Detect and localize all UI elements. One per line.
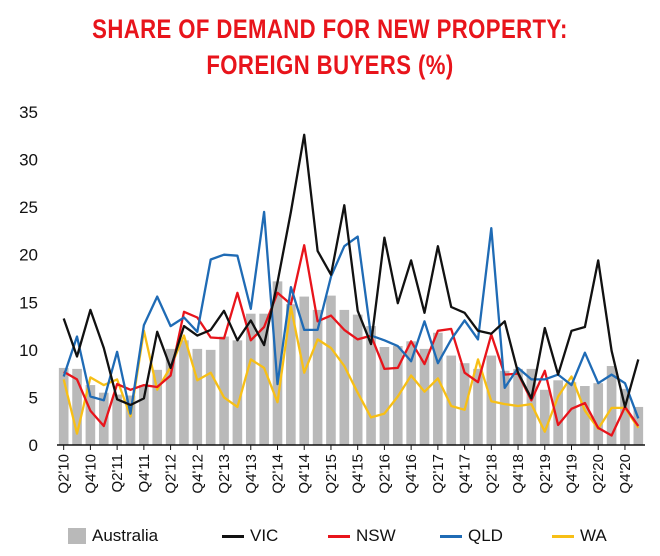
x-tick-label: Q2'11 [109,454,126,492]
bar-australia-q4-20 [620,388,630,445]
y-tick-label: 10 [19,341,38,360]
bar-australia-q2-13 [219,336,229,445]
legend-swatch-qld [440,534,462,538]
bar-australia-q4-16 [406,341,416,445]
x-tick-label: Q4'14 [296,454,313,494]
bar-australia-q3-11 [125,395,136,445]
legend-label-australia: Australia [92,526,159,545]
y-tick-label: 30 [19,151,38,170]
x-tick-label: Q4'15 [350,454,367,494]
bar-australia-q1-14 [259,313,269,445]
bar-australia-q1-18 [473,368,483,445]
chart-subtitle: FOREIGN BUYERS (%) [206,50,454,80]
bar-australia-q2-15 [326,295,336,445]
bar-australia-q1-13 [205,349,216,445]
legend-label-qld: QLD [468,526,503,545]
x-tick-label: Q2'19 [537,454,554,494]
bar-australia-q4-11 [139,385,149,445]
bar-australia-q4-12 [192,348,203,445]
chart-area: 0 5 10 15 20 25 30 35 Q2'10 Q4'10 Q2'11 Q4'11 Q2'12… [19,103,645,494]
bar-australia-q4-17 [459,363,470,445]
y-tick-label: 35 [19,103,38,122]
bar-australia-q2-12 [165,348,176,445]
bar-australia-q2-16 [379,347,390,445]
x-tick-label: Q4'17 [457,454,474,494]
x-tick-label: Q4'19 [564,454,581,494]
x-tick-label: Q4'10 [82,454,99,494]
x-tick-label: Q2'15 [323,454,340,494]
legend-item-australia: Australia [68,526,158,546]
legend-label-nsw: NSW [356,526,396,545]
x-tick-label: Q2'20 [590,454,607,494]
legend-swatch-wa [552,534,574,538]
chart-title: SHARE OF DEMAND FOR NEW PROPERTY: [92,14,568,44]
bar-australia-q2-11 [112,394,122,445]
x-tick-label: Q2'14 [270,454,287,494]
bar-australia-q3-18 [499,370,510,445]
bar-australia-q1-20 [580,386,590,445]
bar-australia-q1-12 [152,369,163,445]
bar-australia-q3-19 [553,380,563,445]
x-tick-label: Q2'13 [216,454,233,494]
bar-australia-q4-15 [352,314,363,445]
legend-item-vic: VIC [222,526,278,546]
bar-australia-q3-20 [606,366,617,445]
legend-label-vic: VIC [250,526,279,545]
y-tick-label: 15 [19,293,38,312]
bar-australia-q1-17 [419,348,430,445]
bar-australia-q2-14 [272,281,283,445]
bar-australia-q4-19 [566,382,577,445]
y-tick-label: 25 [19,198,38,217]
x-tick-label: Q2'18 [483,454,500,494]
series-line-nsw [63,244,640,437]
legend-item-nsw: NSW [328,526,396,546]
y-tick-label: 20 [19,246,38,265]
bar-australia-q4-13 [245,313,256,445]
x-tick-label: Q2'10 [56,454,73,494]
x-tick-label: Q2'12 [163,454,180,494]
bar-australia-q1-19 [526,368,537,445]
bar-australia-q2-10 [58,367,69,445]
bar-australia-q1-15 [312,309,323,445]
legend-swatch-nsw [328,534,350,538]
series-line-qld [62,210,640,419]
bar-australia-q2-17 [433,332,443,445]
bar-australia-q3-13 [232,340,243,445]
legend-swatch-vic [222,534,244,538]
bar-australia-q3-10 [72,368,82,445]
x-tick-label: Q4'16 [403,454,420,494]
series-line-vic [62,133,640,409]
bar-australia-q3-14 [286,304,296,445]
x-tick-label: Q4'18 [510,454,527,494]
bar-australia-q2-20 [593,383,604,445]
x-tick-label: Q4'13 [243,454,260,494]
bar-australia-q3-17 [446,355,457,445]
legend-swatch-australia [68,528,86,544]
x-tick-label: Q2'16 [376,454,393,494]
legend-item-wa: WA [552,526,607,546]
bar-australia-q3-12 [179,340,189,445]
legend-label-wa: WA [580,526,607,545]
x-tick-label: Q2'17 [430,454,447,494]
y-tick-label: 5 [29,388,38,407]
y-tick-label: 0 [29,436,38,455]
chart-legend: Australia VIC NSW QLD WA [0,526,660,554]
bar-australia-q2-19 [539,389,550,445]
x-tick-label: Q4'11 [136,454,153,492]
bar-australia-q1-11 [98,392,109,445]
x-tick-label: Q4'12 [189,454,206,494]
bar-australia-q1-16 [366,326,376,445]
x-tick-label: Q4'20 [617,454,634,494]
bar-australia-q4-10 [85,385,96,445]
legend-item-qld: QLD [440,526,503,546]
bar-australia-q3-15 [339,309,350,445]
